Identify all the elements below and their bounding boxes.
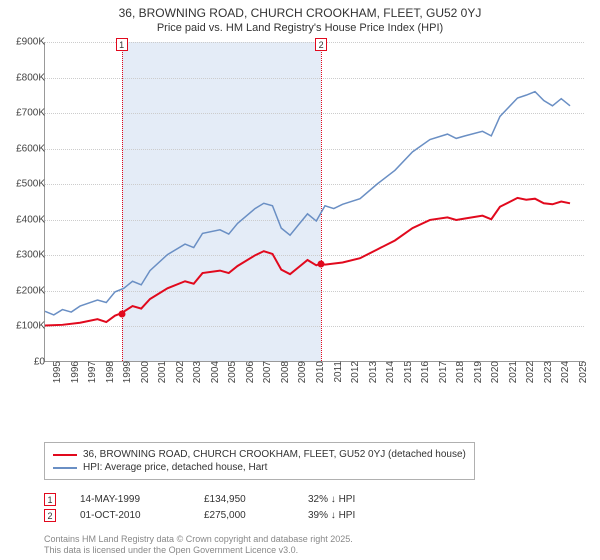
legend-label: 36, BROWNING ROAD, CHURCH CROOKHAM, FLEE…	[83, 449, 466, 460]
y-axis-label: £900K	[16, 37, 45, 48]
x-axis-label: 2016	[416, 361, 431, 383]
transaction-marker: 1	[44, 493, 56, 506]
x-axis-label: 2024	[556, 361, 571, 383]
x-axis-label: 2025	[574, 361, 589, 383]
x-axis-label: 2010	[311, 361, 326, 383]
series-line-hpi	[45, 92, 570, 315]
x-axis-label: 2006	[241, 361, 256, 383]
x-axis-label: 2019	[469, 361, 484, 383]
x-axis-label: 2008	[276, 361, 291, 383]
chart-title: 36, BROWNING ROAD, CHURCH CROOKHAM, FLEE…	[0, 6, 600, 20]
y-axis-label: £400K	[16, 214, 45, 225]
y-axis-label: £0	[34, 357, 45, 368]
legend-item: 36, BROWNING ROAD, CHURCH CROOKHAM, FLEE…	[53, 449, 466, 460]
x-axis-label: 2001	[153, 361, 168, 383]
legend-item: HPI: Average price, detached house, Hart	[53, 462, 466, 473]
x-axis-label: 1995	[48, 361, 63, 383]
legend-label: HPI: Average price, detached house, Hart	[83, 462, 267, 473]
marker-dot	[118, 311, 125, 318]
series-line-price_paid	[45, 198, 570, 326]
transaction-marker: 2	[44, 509, 56, 522]
x-axis-label: 2020	[486, 361, 501, 383]
legend-swatch	[53, 467, 77, 469]
y-axis-label: £800K	[16, 72, 45, 83]
y-axis-label: £200K	[16, 285, 45, 296]
x-axis-label: 2018	[451, 361, 466, 383]
x-axis-label: 1998	[101, 361, 116, 383]
chart-area: £0£100K£200K£300K£400K£500K£600K£700K£80…	[44, 42, 584, 402]
x-axis-label: 1996	[66, 361, 81, 383]
y-axis-label: £300K	[16, 250, 45, 261]
x-axis-label: 2003	[188, 361, 203, 383]
transaction-price: £275,000	[204, 510, 284, 521]
x-axis-label: 2023	[539, 361, 554, 383]
y-axis-label: £600K	[16, 143, 45, 154]
y-axis-label: £700K	[16, 108, 45, 119]
transaction-row: 1 14-MAY-1999 £134,950 32% ↓ HPI	[44, 493, 408, 506]
x-axis-label: 2007	[258, 361, 273, 383]
chart-subtitle: Price paid vs. HM Land Registry's House …	[0, 22, 600, 34]
x-axis-label: 2004	[206, 361, 221, 383]
transaction-date: 14-MAY-1999	[80, 494, 180, 505]
x-axis-label: 2013	[364, 361, 379, 383]
y-axis-label: £500K	[16, 179, 45, 190]
series-svg	[45, 42, 584, 361]
title-block: 36, BROWNING ROAD, CHURCH CROOKHAM, FLEE…	[0, 0, 600, 34]
attribution-line: This data is licensed under the Open Gov…	[44, 545, 353, 556]
x-axis-label: 2009	[293, 361, 308, 383]
x-axis-label: 2021	[504, 361, 519, 383]
transaction-table: 1 14-MAY-1999 £134,950 32% ↓ HPI 2 01-OCT-201…	[44, 490, 408, 525]
legend: 36, BROWNING ROAD, CHURCH CROOKHAM, FLEE…	[44, 442, 475, 480]
transaction-pct: 39% ↓ HPI	[308, 510, 408, 521]
chart-container: 36, BROWNING ROAD, CHURCH CROOKHAM, FLEE…	[0, 0, 600, 560]
plot-region: £0£100K£200K£300K£400K£500K£600K£700K£80…	[44, 42, 584, 362]
transaction-row: 2 01-OCT-2010 £275,000 39% ↓ HPI	[44, 509, 408, 522]
transaction-pct: 32% ↓ HPI	[308, 494, 408, 505]
attribution: Contains HM Land Registry data © Crown c…	[44, 534, 353, 556]
transaction-date: 01-OCT-2010	[80, 510, 180, 521]
x-axis-label: 2022	[521, 361, 536, 383]
x-axis-label: 2005	[223, 361, 238, 383]
x-axis-label: 1999	[118, 361, 133, 383]
attribution-line: Contains HM Land Registry data © Crown c…	[44, 534, 353, 545]
transaction-price: £134,950	[204, 494, 284, 505]
x-axis-label: 2012	[346, 361, 361, 383]
x-axis-label: 2000	[136, 361, 151, 383]
x-axis-label: 2011	[329, 361, 344, 383]
x-axis-label: 2014	[381, 361, 396, 383]
x-axis-label: 2015	[399, 361, 414, 383]
legend-swatch	[53, 454, 77, 456]
x-axis-label: 2002	[171, 361, 186, 383]
x-axis-label: 1997	[83, 361, 98, 383]
y-axis-label: £100K	[16, 321, 45, 332]
marker-dot	[318, 261, 325, 268]
x-axis-label: 2017	[434, 361, 449, 383]
